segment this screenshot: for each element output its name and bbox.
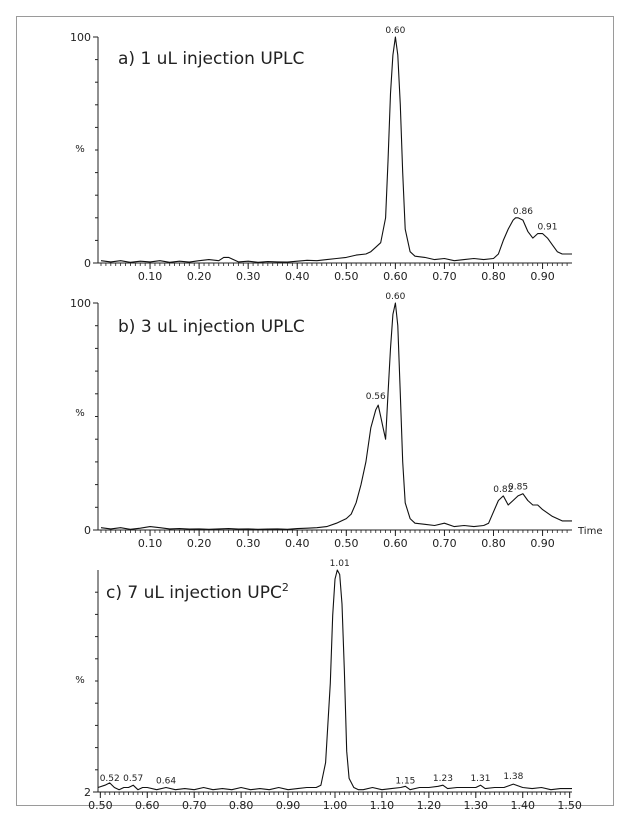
figure-border — [16, 16, 614, 806]
peak-label: 0.82 — [493, 485, 513, 495]
peak-label: 1.31 — [470, 774, 490, 784]
x-tick-label: 0.70 — [432, 270, 457, 283]
x-tick-label: 1.50 — [557, 799, 582, 812]
peak-label: 0.57 — [123, 774, 143, 784]
x-tick-label: 0.80 — [481, 270, 506, 283]
x-tick-label: 0.20 — [187, 270, 212, 283]
x-tick-label: 0.50 — [334, 537, 359, 550]
panel-title: b) 3 uL injection UPLC — [118, 317, 305, 337]
y-axis-label: % — [75, 675, 85, 686]
peak-label: 0.91 — [537, 223, 557, 233]
chromatogram-panel-3: 2% 0.50 0.60 0.70 0.80 0.90 1.00 1.10 1.20 1.30 1.… — [75, 559, 582, 812]
chromatogram-panel-2: 0 100% 0.10 0.20 0.30 0.40 0.50 0.60 0.70 0.80 0.9… — [70, 292, 602, 550]
y-axis-label: % — [75, 408, 85, 419]
peak-label: 0.60 — [385, 26, 405, 36]
x-tick-label: 0.10 — [138, 270, 163, 283]
peak-label: 1.01 — [330, 559, 350, 569]
panel-title: a) 1 uL injection UPLC — [118, 49, 304, 69]
x-tick-label: 0.30 — [236, 537, 261, 550]
x-tick-label: 1.30 — [464, 799, 489, 812]
panel-title-superscript: 2 — [282, 581, 289, 594]
y-tick-label: 2 — [84, 786, 91, 799]
x-tick-label: 0.50 — [88, 799, 113, 812]
chromatogram-trace — [97, 569, 572, 791]
x-tick-label: 0.80 — [481, 537, 506, 550]
x-tick-label: 1.20 — [417, 799, 442, 812]
x-tick-label: 0.10 — [138, 537, 163, 550]
x-tick-label: 0.20 — [187, 537, 212, 550]
x-tick-label: 0.70 — [432, 537, 457, 550]
y-tick-label: 0 — [84, 257, 91, 270]
panel-title: c) 7 uL injection UPC2 — [106, 581, 289, 603]
x-tick-label: 1.00 — [323, 799, 348, 812]
y-tick-label: 100 — [70, 31, 91, 44]
peak-label: 0.85 — [508, 483, 528, 493]
x-tick-label: 0.60 — [135, 799, 160, 812]
x-tick-label: 0.90 — [530, 270, 555, 283]
peak-label: 1.15 — [395, 776, 415, 786]
peak-label: 0.52 — [100, 774, 120, 784]
y-axis-label: % — [75, 144, 85, 155]
peak-label: 0.60 — [385, 292, 405, 302]
peak-label: 1.23 — [433, 774, 453, 784]
x-axis-label: Time — [577, 526, 602, 537]
x-tick-label: 1.10 — [370, 799, 395, 812]
x-tick-label: 0.60 — [383, 537, 408, 550]
x-tick-label: 0.60 — [383, 270, 408, 283]
peak-label: 0.56 — [366, 392, 386, 402]
y-tick-label: 0 — [84, 524, 91, 537]
x-tick-label: 0.40 — [285, 537, 310, 550]
x-tick-label: 1.40 — [510, 799, 535, 812]
peak-label: 1.38 — [503, 772, 523, 782]
x-tick-label: 0.30 — [236, 270, 261, 283]
chromatogram-panel-1: 0 100% 0.10 0.20 0.30 0.40 0.50 0.60 0.70 0.80 0.9… — [70, 26, 572, 283]
peak-label: 0.86 — [513, 207, 533, 217]
y-tick-label: 100 — [70, 297, 91, 310]
x-tick-label: 0.70 — [182, 799, 207, 812]
x-tick-label: 0.40 — [285, 270, 310, 283]
x-tick-label: 0.90 — [276, 799, 301, 812]
x-tick-label: 0.80 — [229, 799, 254, 812]
peak-label: 0.64 — [156, 776, 176, 786]
x-tick-label: 0.90 — [530, 537, 555, 550]
x-tick-label: 0.50 — [334, 270, 359, 283]
chromatogram-trace — [100, 302, 572, 530]
chromatogram-trace — [100, 36, 572, 263]
